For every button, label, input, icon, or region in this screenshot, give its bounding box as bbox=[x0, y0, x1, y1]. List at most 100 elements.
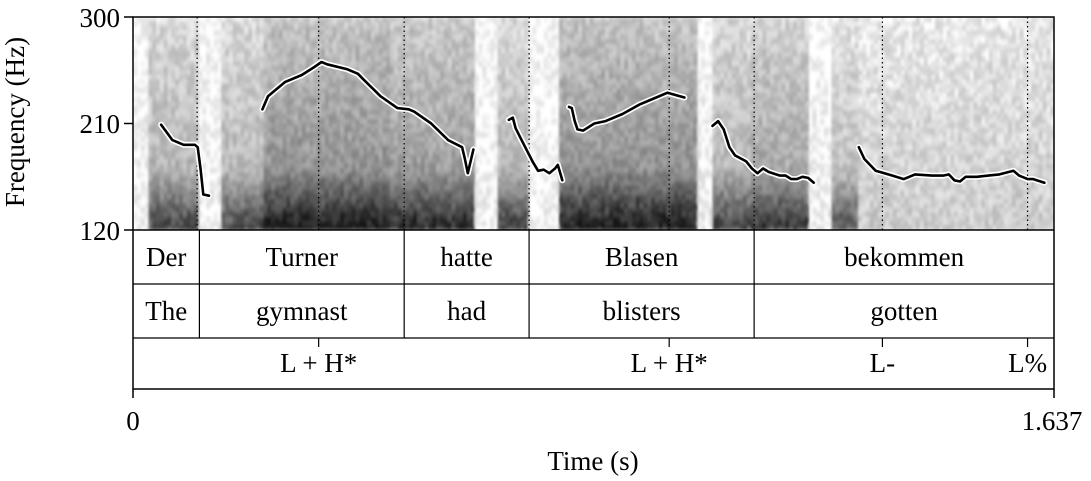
spectrogram-cell bbox=[382, 216, 387, 222]
spectrogram-cell bbox=[317, 212, 322, 218]
spectrogram-cell bbox=[505, 34, 510, 40]
spectrogram-cell bbox=[455, 25, 460, 31]
spectrogram-cell bbox=[263, 25, 268, 31]
spectrogram-cell bbox=[378, 30, 384, 36]
spectrogram-cell bbox=[374, 176, 380, 182]
spectrogram-cell bbox=[359, 194, 364, 200]
spectrogram-cell bbox=[367, 52, 372, 58]
spectrogram-cell bbox=[562, 119, 568, 125]
spectrogram-cell bbox=[179, 17, 184, 23]
spectrogram-cell bbox=[182, 185, 188, 191]
spectrogram-cell bbox=[198, 39, 203, 45]
spectrogram-cell bbox=[512, 176, 518, 182]
spectrogram-cell bbox=[202, 132, 207, 138]
spectrogram-cell bbox=[217, 39, 222, 45]
spectrogram-cell bbox=[574, 154, 579, 160]
spectrogram-cell bbox=[305, 39, 311, 45]
spectrogram-cell bbox=[478, 61, 483, 67]
spectrogram-cell bbox=[159, 203, 165, 209]
spectrogram-cell bbox=[290, 105, 295, 111]
spectrogram-cell bbox=[393, 34, 399, 40]
spectrogram-cell bbox=[240, 150, 245, 156]
spectrogram-cell bbox=[436, 159, 441, 165]
spectrogram-cell bbox=[524, 167, 529, 173]
spectrogram-cell bbox=[390, 96, 395, 102]
spectrogram-cell bbox=[305, 17, 311, 23]
spectrogram-cell bbox=[505, 83, 510, 89]
spectrogram-cell bbox=[136, 119, 142, 125]
spectrogram-cell bbox=[424, 145, 430, 151]
spectrogram-cell bbox=[232, 74, 238, 80]
spectrogram-cell bbox=[520, 225, 526, 230]
spectrogram-cell bbox=[278, 74, 284, 80]
spectrogram-cell bbox=[432, 70, 437, 76]
spectrogram-cell bbox=[578, 167, 583, 173]
spectrogram-cell bbox=[282, 216, 288, 222]
spectrogram-cell bbox=[347, 43, 353, 49]
spectrogram-cell bbox=[347, 221, 353, 227]
spectrogram-cell bbox=[566, 61, 572, 67]
spectrogram-cell bbox=[470, 203, 476, 209]
spectrogram-cell bbox=[156, 39, 161, 45]
spectrogram-cell bbox=[228, 141, 234, 147]
spectrogram-cell bbox=[332, 194, 337, 200]
spectrogram-cell bbox=[512, 83, 518, 89]
spectrogram-cell bbox=[374, 172, 380, 178]
spectrogram-cell bbox=[509, 132, 514, 138]
spectrogram-cell bbox=[278, 56, 284, 62]
spectrogram-cell bbox=[133, 194, 138, 200]
spectrogram-cell bbox=[528, 141, 533, 147]
spectrogram-cell bbox=[244, 216, 249, 222]
spectrogram-cell bbox=[290, 127, 295, 133]
spectrogram-cell bbox=[386, 110, 391, 116]
spectrogram-cell bbox=[148, 123, 153, 129]
spectrogram-cell bbox=[294, 92, 299, 98]
spectrogram-cell bbox=[428, 52, 433, 58]
spectrogram-cell bbox=[267, 74, 272, 80]
spectrogram-cell bbox=[497, 21, 502, 27]
spectrogram-cell bbox=[497, 136, 502, 142]
spectrogram-cell bbox=[451, 114, 456, 120]
spectrogram-cell bbox=[547, 92, 552, 98]
spectrogram-cell bbox=[382, 159, 387, 165]
spectrogram-cell bbox=[167, 96, 172, 102]
spectrogram-cell bbox=[351, 119, 357, 125]
spectrogram-cell bbox=[455, 136, 460, 142]
spectrogram-cell bbox=[332, 127, 337, 133]
spectrogram-cell bbox=[152, 43, 157, 49]
spectrogram-cell bbox=[532, 39, 537, 45]
spectrogram-cell bbox=[228, 150, 234, 156]
spectrogram-cell bbox=[524, 105, 529, 111]
spectrogram-cell bbox=[420, 96, 426, 102]
spectrogram-cell bbox=[136, 17, 142, 23]
spectrogram-cell bbox=[390, 221, 395, 227]
spectrogram-cell bbox=[489, 17, 495, 23]
spectrogram-cell bbox=[390, 207, 395, 213]
spectrogram-cell bbox=[232, 70, 238, 76]
spectrogram-cell bbox=[393, 221, 399, 227]
spectrogram-cell bbox=[378, 101, 384, 107]
spectrogram-cell bbox=[555, 52, 560, 58]
spectrogram-cell bbox=[390, 92, 395, 98]
spectrogram-cell bbox=[159, 176, 165, 182]
spectrogram-cell bbox=[463, 39, 468, 45]
spectrogram-cell bbox=[524, 25, 529, 31]
spectrogram-cell bbox=[570, 185, 575, 191]
spectrogram-cell bbox=[317, 92, 322, 98]
spectrogram-cell bbox=[321, 83, 326, 89]
spectrogram-cell bbox=[221, 141, 226, 147]
spectrogram-cell bbox=[355, 92, 361, 98]
spectrogram-cell bbox=[225, 154, 230, 160]
spectrogram-cell bbox=[416, 141, 422, 147]
spectrogram-cell bbox=[382, 221, 387, 227]
spectrogram-cell bbox=[175, 127, 180, 133]
spectrogram-cell bbox=[248, 105, 253, 111]
spectrogram-cell bbox=[555, 190, 560, 196]
spectrogram-cell bbox=[578, 105, 583, 111]
spectrogram-cell bbox=[424, 221, 430, 227]
spectrogram-cell bbox=[290, 159, 295, 165]
spectrogram-cell bbox=[497, 110, 502, 116]
spectrogram-cell bbox=[190, 101, 195, 107]
spectrogram-cell bbox=[271, 207, 276, 213]
spectrogram-cell bbox=[244, 203, 249, 209]
